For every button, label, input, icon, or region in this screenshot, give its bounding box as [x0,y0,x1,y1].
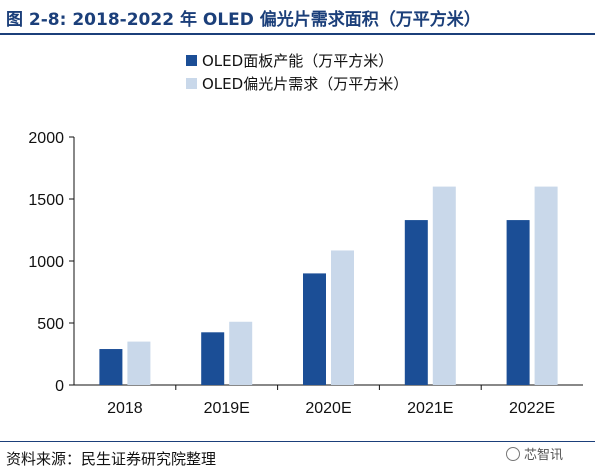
legend: OLED面板产能（万平方米） OLED偏光片需求（万平方米） [186,52,408,93]
bar-demand-2022E [534,186,558,385]
x-tick-label: 2019E [204,400,250,417]
figure-title: 图 2-8: 2018-2022 年 OLED 偏光片需求面积（万平方米） [6,10,481,30]
bar-chart: OLED面板产能（万平方米） OLED偏光片需求（万平方米） 0 500 1000 1… [28,52,583,417]
bar-demand-2020E [331,250,354,385]
y-tick-label: 1500 [28,192,64,209]
source-note: 资料来源：民生证券研究院整理 [6,450,217,468]
watermark-text: 芯智讯 [524,448,564,463]
watermark: 芯智讯 [506,444,563,463]
bar-capacity-2019E [201,332,225,385]
x-tick-label: 2020E [305,400,351,417]
bar-demand-2018 [127,341,151,385]
legend-label-capacity: OLED面板产能（万平方米） [202,52,393,70]
source-rule [0,441,595,442]
y-tick-label: 2000 [28,130,64,147]
bar-demand-2019E [229,321,253,385]
y-tick-label: 1000 [28,254,64,271]
bar-capacity-2021E [404,220,428,385]
bar-capacity-2020E [303,273,326,385]
x-tick-label: 2022E [509,400,555,417]
bar-capacity-2018 [99,349,123,385]
x-tick-label: 2021E [407,400,453,417]
legend-label-demand: OLED偏光片需求（万平方米） [202,75,408,93]
x-tick-label: 2018 [107,400,143,417]
title-rule [0,33,595,35]
bar-demand-2021E [432,186,456,385]
wechat-icon [506,446,520,461]
legend-swatch-capacity [186,55,197,66]
y-tick-label: 0 [55,378,64,395]
bar-capacity-2022E [506,220,530,385]
legend-swatch-demand [186,78,197,89]
y-tick-label: 500 [37,316,64,333]
